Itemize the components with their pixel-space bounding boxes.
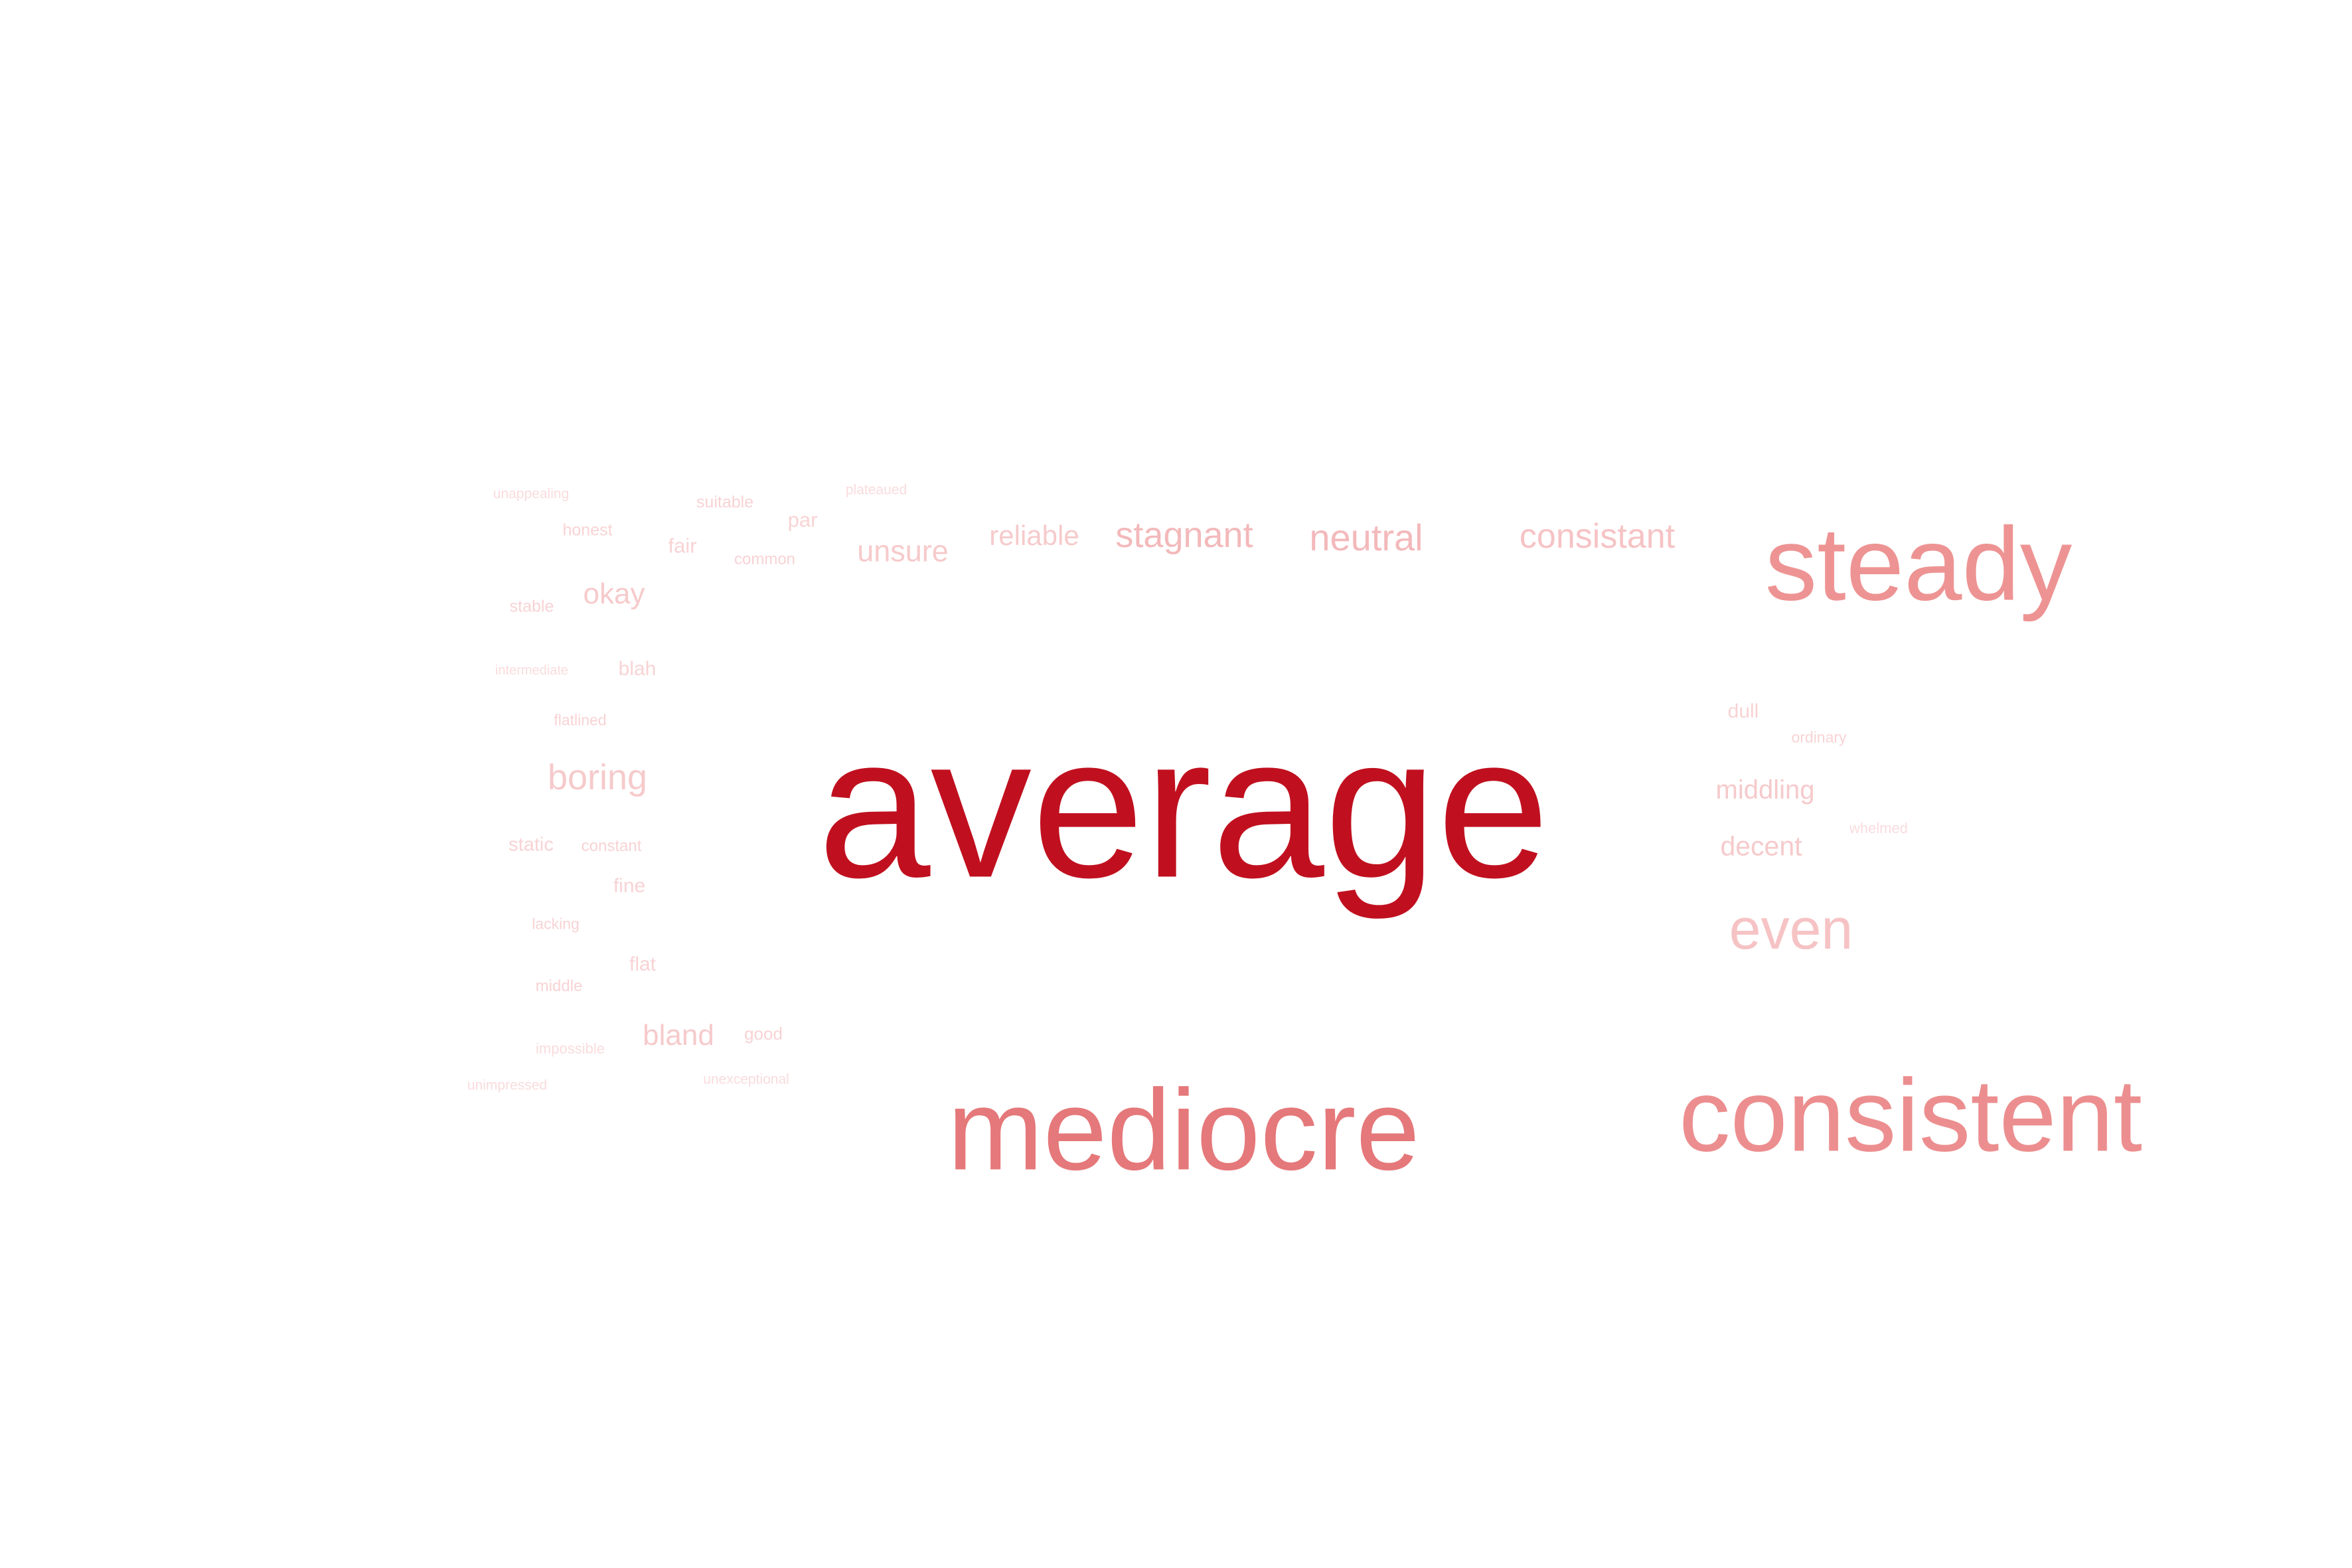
cloud-word-flatlined: flatlined <box>554 711 607 729</box>
cloud-word-suitable: suitable <box>696 493 754 512</box>
cloud-word-stagnant: stagnant <box>1115 515 1253 555</box>
cloud-word-static: static <box>509 834 554 856</box>
cloud-word-reliable: reliable <box>989 520 1079 551</box>
cloud-word-blah: blah <box>618 658 657 680</box>
cloud-word-steady: steady <box>1764 506 2073 623</box>
cloud-word-plateaued: plateaued <box>845 482 907 498</box>
cloud-word-ordinary: ordinary <box>1791 728 1847 746</box>
cloud-word-par: par <box>787 508 818 532</box>
cloud-word-consistant: consistant <box>1519 517 1676 556</box>
cloud-word-common: common <box>734 550 796 568</box>
cloud-word-bland: bland <box>643 1019 714 1052</box>
cloud-word-fine: fine <box>613 875 646 897</box>
cloud-word-unimpressed: unimpressed <box>467 1077 548 1093</box>
cloud-word-even: even <box>1729 898 1853 961</box>
cloud-word-consistent: consistent <box>1679 1058 2142 1173</box>
cloud-word-boring: boring <box>547 757 648 797</box>
cloud-word-unexceptional: unexceptional <box>703 1071 789 1087</box>
cloud-word-fair: fair <box>668 534 697 558</box>
cloud-word-flat: flat <box>629 953 657 975</box>
cloud-word-neutral: neutral <box>1309 516 1423 558</box>
cloud-word-honest: honest <box>562 520 613 540</box>
cloud-word-middle: middle <box>535 977 583 995</box>
cloud-word-dull: dull <box>1727 700 1759 722</box>
cloud-word-average: average <box>817 693 1550 920</box>
cloud-word-intermediate: intermediate <box>495 663 569 678</box>
cloud-word-okay: okay <box>583 578 645 610</box>
cloud-word-unappealing: unappealing <box>493 486 570 502</box>
cloud-word-unsure: unsure <box>857 534 949 568</box>
cloud-word-stable: stable <box>509 597 554 616</box>
cloud-word-constant: constant <box>581 837 642 855</box>
cloud-word-whelmed: whelmed <box>1849 820 1909 836</box>
cloud-word-middling: middling <box>1715 775 1815 805</box>
cloud-word-mediocre: mediocre <box>947 1065 1420 1194</box>
cloud-word-impossible: impossible <box>536 1040 605 1057</box>
cloud-word-decent: decent <box>1720 830 1802 862</box>
cloud-word-lacking: lacking <box>532 915 580 933</box>
cloud-word-good: good <box>744 1024 783 1044</box>
